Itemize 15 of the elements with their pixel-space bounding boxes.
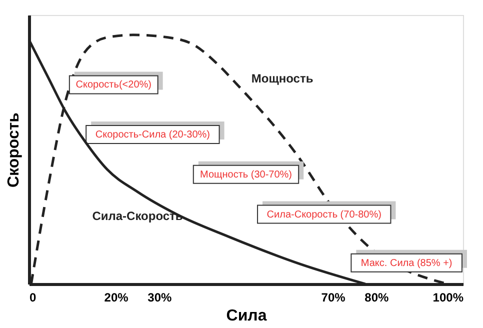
annotation: Скорость-Сила (20-30%) <box>95 130 210 141</box>
x-tick-label: 30% <box>148 290 172 304</box>
x-tick-label: 100% <box>432 290 464 304</box>
annotation: Мощность (30-70%) <box>200 169 292 180</box>
annotation: Макс. Сила (85% +) <box>360 258 452 269</box>
series-label: Сила-Скорость <box>92 208 183 223</box>
x-tick-label: 70% <box>321 290 346 304</box>
annotation: Скорость(<20%) <box>76 80 152 91</box>
x-tick-label: 20% <box>104 290 129 304</box>
series-label: Мощность <box>251 72 314 86</box>
annotation: Сила-Скорость (70-80%) <box>266 209 382 220</box>
x-tick-label: 0 <box>30 290 36 304</box>
y-axis-title: Скорость <box>6 112 22 188</box>
x-axis-title: Сила <box>226 308 267 324</box>
x-tick-label: 80% <box>364 290 390 304</box>
